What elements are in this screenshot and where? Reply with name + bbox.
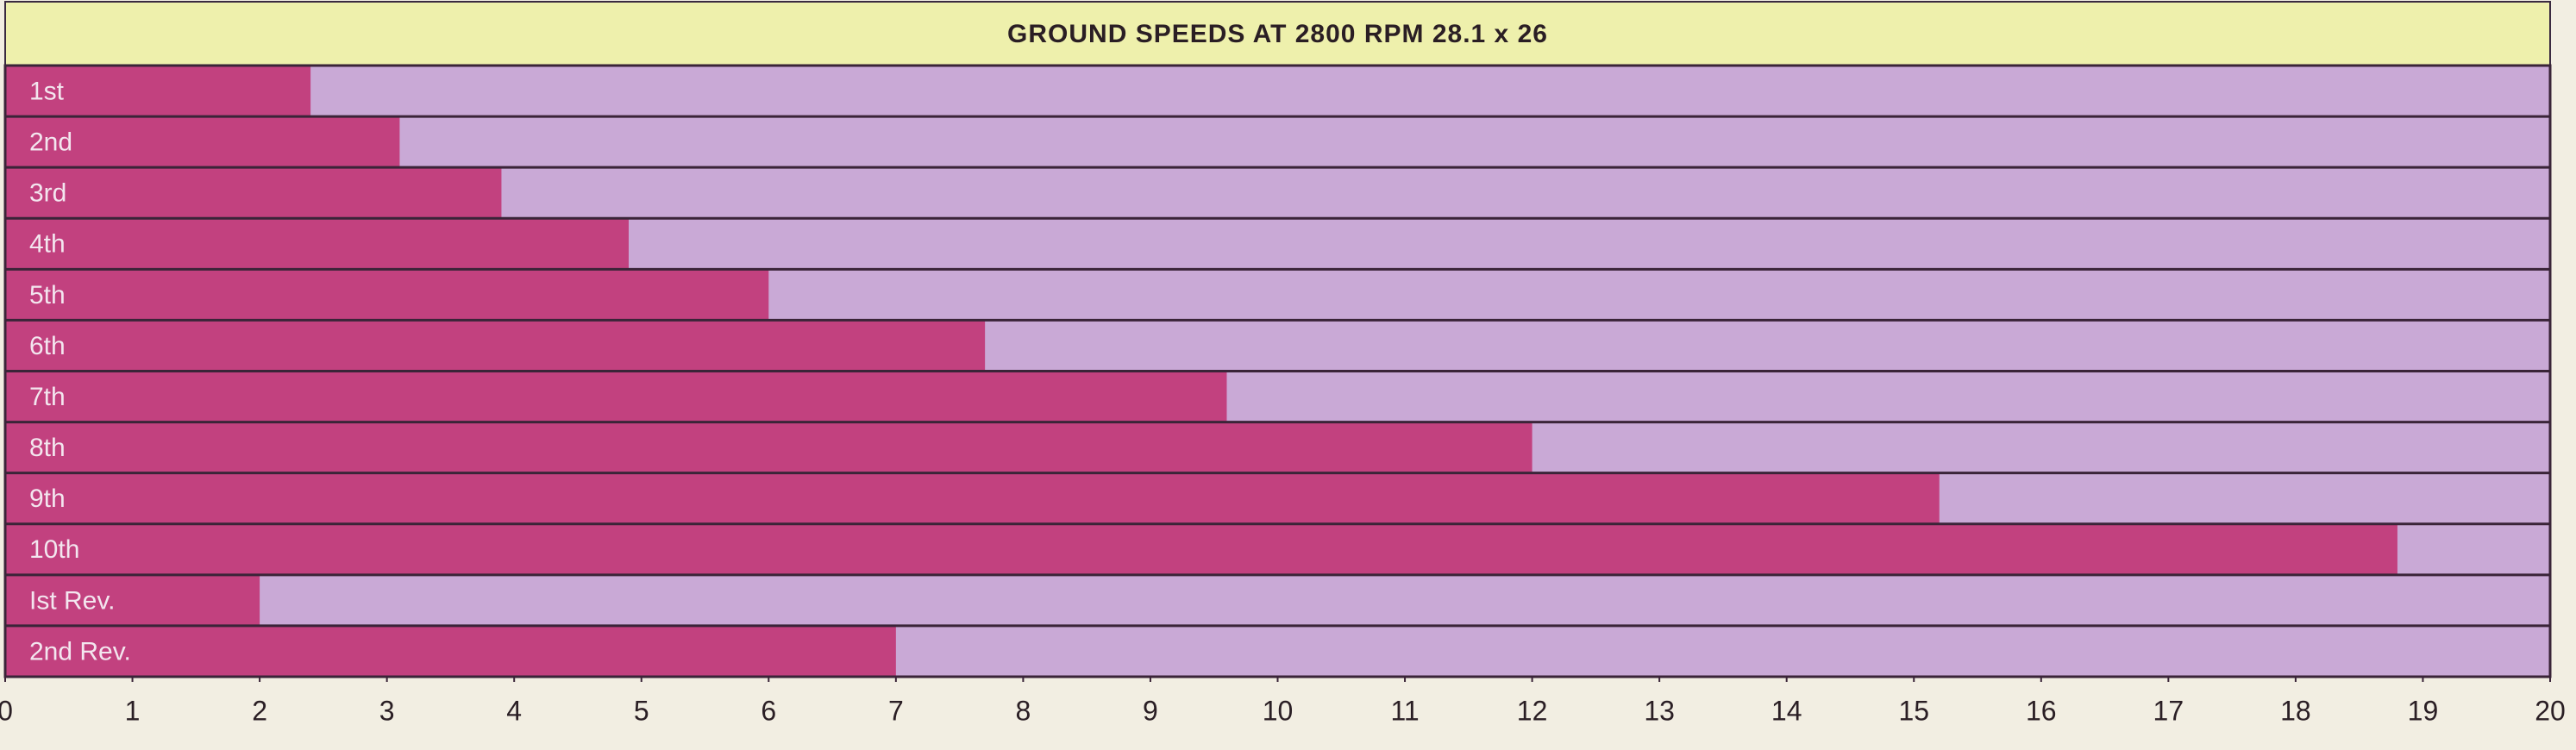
bar [5,523,2397,575]
x-tick-label: 2 [252,695,267,726]
x-tick-label: 16 [2026,695,2057,726]
bar [5,66,311,117]
bar [5,116,400,168]
category-label: 2nd Rev. [29,637,131,666]
x-tick-label: 3 [379,695,395,726]
x-tick-label: 9 [1143,695,1158,726]
x-tick-label: 0 [0,695,13,726]
category-label: 1st [29,77,65,105]
x-tick-label: 6 [761,695,776,726]
x-tick-label: 5 [634,695,649,726]
x-tick-label: 17 [2153,695,2184,726]
row-background [5,66,2550,117]
bar [5,422,1532,473]
x-tick-label: 19 [2408,695,2439,726]
x-tick-label: 1 [125,695,141,726]
category-label: 7th [29,383,66,411]
x-tick-label: 18 [2280,695,2311,726]
category-label: 9th [29,484,66,513]
category-label: 8th [29,434,66,462]
bar [5,167,502,219]
category-label: 6th [29,332,66,360]
category-label: 2nd [29,128,72,157]
bar [5,472,1940,524]
category-label: 10th [29,535,79,564]
category-label: Ist Rev. [29,586,115,615]
row-background [5,116,2550,168]
x-tick-label: 8 [1016,695,1031,726]
category-label: 3rd [29,179,66,208]
x-tick-label: 13 [1644,695,1675,726]
title-band [4,1,2551,66]
x-tick-label: 4 [506,695,522,726]
x-tick-label: 20 [2535,695,2566,726]
bar [5,371,1227,422]
x-tick-label: 11 [1390,695,1419,726]
x-tick-label: 15 [1898,695,1929,726]
x-tick-label: 12 [1517,695,1548,726]
category-label: 5th [29,281,66,309]
x-tick-label: 14 [1771,695,1802,726]
chart-title: GROUND SPEEDS AT 2800 RPM 28.1 x 26 [1007,20,1548,48]
x-tick-label: 10 [1263,695,1294,726]
bar [5,269,769,321]
x-tick-label: 7 [888,695,904,726]
bar [5,574,260,626]
bar [5,625,896,677]
row-background [5,574,2550,626]
category-label: 4th [29,230,66,259]
bar [5,320,986,372]
bar [5,218,629,270]
